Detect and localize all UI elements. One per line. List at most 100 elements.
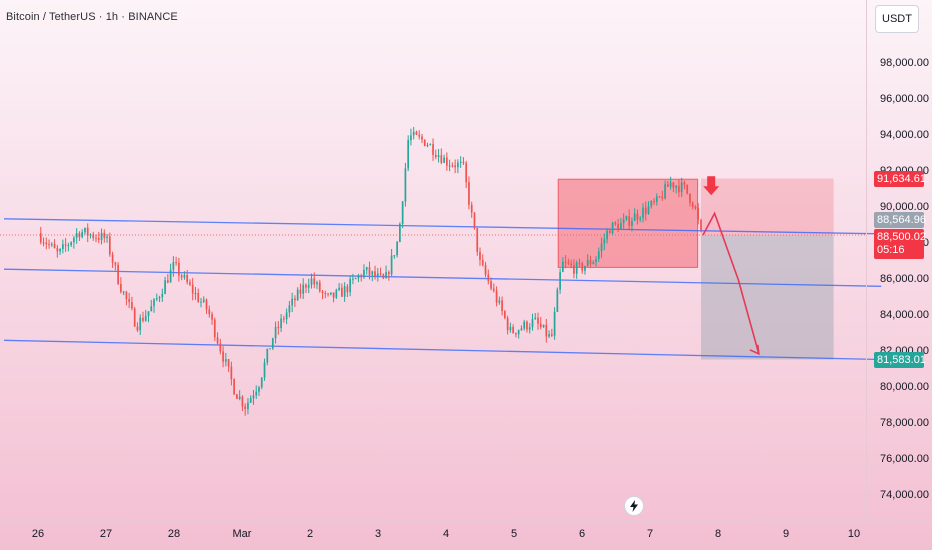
candle [697, 208, 700, 220]
bar-countdown: 05:16 [877, 243, 905, 256]
candle [186, 275, 189, 283]
candle [462, 161, 465, 164]
candle [175, 262, 177, 264]
candle [114, 262, 117, 265]
candle [45, 242, 48, 245]
candle [67, 244, 70, 246]
candle [526, 321, 528, 330]
candle [407, 140, 410, 169]
stop-zone [701, 178, 834, 235]
candle [421, 136, 423, 140]
candle [691, 202, 694, 207]
candle [357, 275, 360, 279]
candle [506, 317, 509, 331]
channel-line-support [3, 339, 882, 361]
time-axis-divider [0, 520, 932, 521]
candle [545, 324, 548, 337]
candle [92, 234, 95, 238]
candle [64, 244, 67, 246]
price-tag-upper-level: 88,564.96 [874, 212, 926, 229]
candle [200, 301, 202, 303]
candle [95, 237, 97, 239]
candle [597, 251, 600, 260]
time-tick-label: 9 [782, 528, 790, 540]
candle [501, 300, 503, 312]
candle [86, 227, 89, 236]
candle [465, 163, 468, 183]
projection-arrow-head [749, 344, 760, 356]
candle [313, 278, 316, 285]
symbol-title[interactable]: Bitcoin / TetherUS · 1h · BINANCE [6, 11, 178, 23]
candle [285, 312, 288, 320]
candle [120, 283, 122, 293]
last-price-value: 88,500.02 [877, 230, 926, 243]
resistance-zone [557, 178, 699, 268]
candle [556, 289, 559, 312]
candle [622, 219, 625, 224]
candle [139, 317, 142, 331]
candle [274, 326, 277, 339]
candle [169, 269, 172, 283]
candle [683, 182, 686, 185]
candle [53, 243, 56, 249]
candle [415, 131, 418, 135]
candle [564, 261, 567, 263]
candle [155, 298, 158, 300]
candle [548, 334, 550, 337]
candle [376, 273, 379, 277]
candle [512, 326, 515, 333]
currency-button[interactable]: USDT [875, 5, 919, 33]
candle [592, 262, 595, 265]
price-tick-label: 96,000.00 [880, 93, 929, 105]
candle [476, 228, 479, 252]
candle [50, 243, 53, 245]
candle [73, 237, 75, 243]
candle [573, 265, 575, 274]
candle [700, 219, 702, 231]
candle [346, 286, 349, 293]
candle [299, 289, 302, 294]
candle [59, 248, 61, 252]
target-zone [701, 235, 834, 360]
candle [202, 299, 205, 302]
candle [128, 298, 131, 303]
candle [562, 261, 564, 272]
candle [473, 212, 476, 229]
channel-line-resistance [3, 218, 882, 235]
candle [78, 233, 81, 238]
candle [180, 275, 183, 278]
candle [633, 213, 636, 221]
candle [639, 218, 642, 220]
candle [487, 274, 490, 281]
candle [550, 334, 553, 336]
price-tag-last: 88,500.02 05:16 [874, 228, 926, 259]
flash-icon[interactable] [624, 496, 644, 516]
price-tag-target: 81,583.01 [874, 351, 926, 368]
candle [457, 162, 459, 168]
candle [636, 213, 639, 220]
candle [332, 292, 335, 298]
candle [589, 259, 592, 265]
candle [578, 262, 581, 264]
candle [122, 291, 125, 293]
candle [305, 284, 307, 288]
candle [142, 317, 144, 321]
candle [379, 273, 382, 275]
candle [227, 359, 230, 367]
candle [523, 321, 526, 329]
candle [374, 271, 376, 277]
candle [459, 161, 462, 163]
candle [147, 311, 150, 316]
candle [266, 348, 269, 363]
candle [97, 238, 100, 241]
candle [62, 244, 64, 249]
candle [694, 206, 697, 209]
candle [412, 131, 415, 136]
candle [283, 318, 285, 320]
candle [133, 308, 136, 327]
time-tick-label: 7 [646, 528, 654, 540]
candle [437, 155, 440, 158]
price-tick-label: 90,000.00 [880, 201, 929, 213]
